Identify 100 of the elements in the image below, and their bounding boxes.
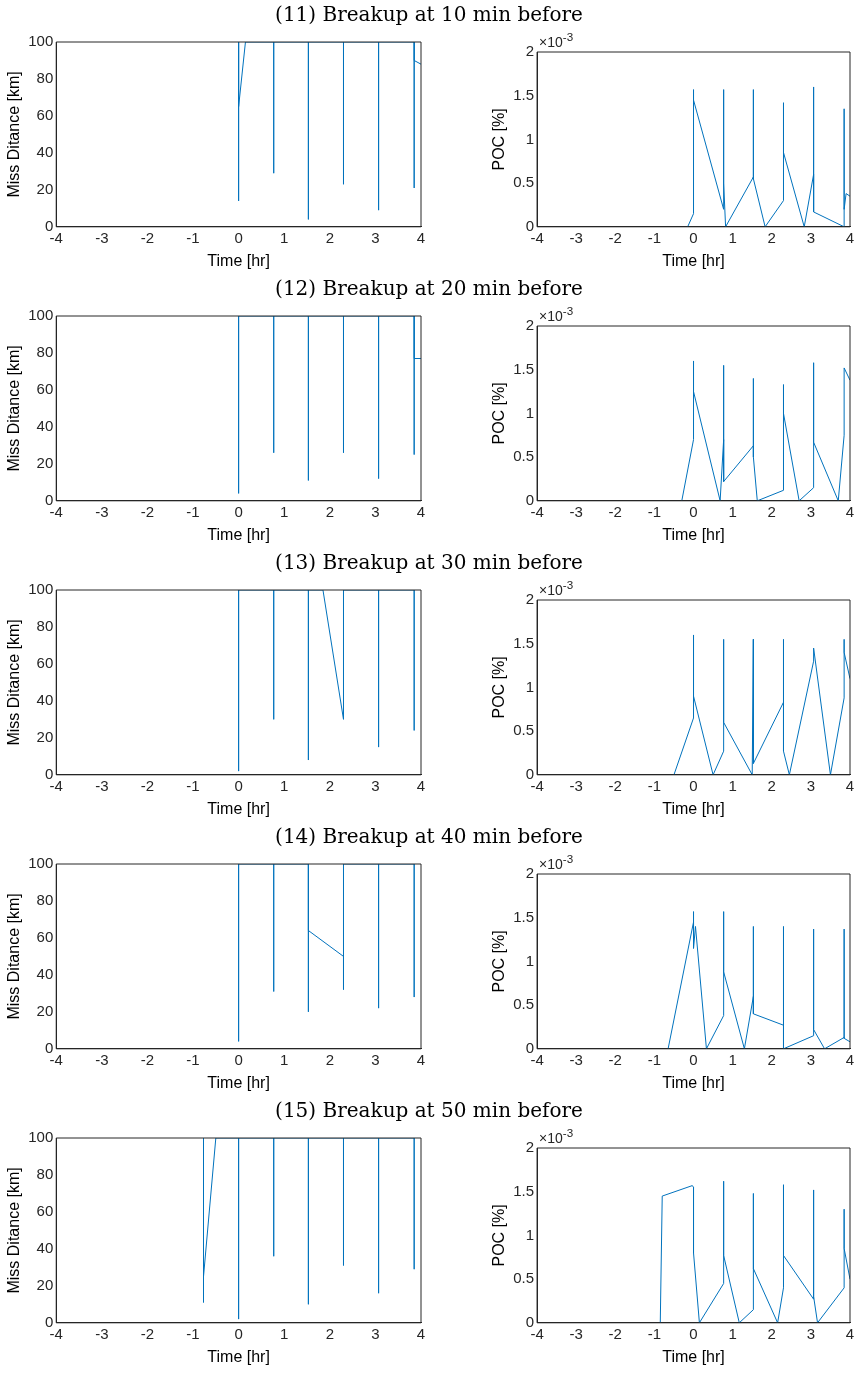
y-tick-label: 0 [44, 216, 54, 234]
x-tick-label: 4 [416, 1324, 426, 1342]
x-tick-label: -1 [186, 502, 200, 520]
x-tick-label: -3 [569, 228, 583, 246]
y-tick-label: 60 [36, 106, 54, 124]
y-tick-label: 20 [36, 1275, 54, 1293]
y-tick-label: 0.5 [513, 721, 535, 739]
x-axis-title: Time [hr] [662, 1347, 725, 1365]
y-tick-label: 60 [36, 654, 54, 672]
x-tick-label: -1 [647, 502, 662, 520]
y-tick-label: 60 [36, 1202, 54, 1220]
x-tick-label: -2 [608, 502, 622, 520]
x-tick-label: 1 [728, 776, 737, 794]
x-tick-label: -3 [569, 502, 583, 520]
y-tick-label: 20 [36, 727, 54, 745]
x-axis-title: Time [hr] [662, 251, 725, 269]
y-tick-label: 100 [28, 854, 54, 872]
y-tick-label: 40 [36, 143, 54, 161]
x-tick-label: 3 [806, 776, 816, 794]
x-tick-label: 0 [234, 1050, 243, 1068]
x-tick-label: -1 [647, 776, 662, 794]
x-tick-label: 3 [371, 1050, 380, 1068]
x-tick-label: 1 [280, 502, 289, 520]
x-tick-label: -2 [608, 776, 622, 794]
x-tick-label: 4 [416, 776, 426, 794]
x-tick-label: -1 [186, 1050, 200, 1068]
y-tick-label: 0 [525, 1312, 535, 1330]
x-tick-label: 0 [234, 228, 243, 246]
y-tick-label: 100 [28, 306, 54, 324]
x-tick-label: 2 [325, 1324, 334, 1342]
x-tick-label: 1 [728, 1324, 737, 1342]
y-axis-title: Miss Ditance [km] [5, 1167, 23, 1294]
x-axis-title: Time [hr] [207, 251, 270, 269]
text: ×10$^{-3}$ [539, 30, 574, 50]
x-tick-label: -1 [186, 776, 200, 794]
x-tick-label: 2 [325, 502, 334, 520]
y-tick-label: 1.5 [513, 633, 535, 651]
x-tick-label: -3 [569, 1050, 583, 1068]
x-tick-label: 3 [371, 776, 380, 794]
chart-title: (14) Breakup at 40 min before [274, 824, 584, 848]
x-tick-label: -2 [140, 502, 155, 520]
x-tick-label: -3 [95, 502, 109, 520]
y-tick-label: 1.5 [513, 359, 535, 377]
x-tick-label: 4 [416, 228, 426, 246]
y-tick-label: 1 [525, 403, 535, 421]
y-tick-label: 80 [36, 69, 54, 87]
text: ×10$^{-3}$ [539, 304, 574, 324]
y-tick-label: 40 [36, 417, 54, 435]
y-tick-label: 60 [36, 380, 54, 398]
x-tick-label: 3 [371, 502, 380, 520]
y-axis-title: Miss Ditance [km] [5, 71, 23, 198]
y-tick-label: 100 [28, 32, 54, 50]
x-axis-title: Time [hr] [662, 525, 725, 543]
x-tick-label: -2 [140, 776, 155, 794]
x-tick-label: 2 [325, 228, 334, 246]
y-axis-title: POC [%] [490, 108, 508, 171]
y-tick-label: 0 [525, 1038, 535, 1056]
x-tick-label: -3 [95, 776, 109, 794]
chart-title: (13) Breakup at 30 min before [274, 550, 584, 574]
x-tick-label: -1 [647, 1324, 662, 1342]
x-tick-label: 2 [767, 228, 776, 246]
x-tick-label: 0 [689, 1050, 698, 1068]
y-tick-label: 0 [44, 1312, 54, 1330]
x-tick-label: -3 [95, 228, 109, 246]
y-tick-label: 1 [525, 1225, 535, 1243]
y-tick-label: 0.5 [513, 995, 535, 1013]
x-tick-label: -2 [608, 1050, 622, 1068]
x-tick-label: 1 [728, 1050, 737, 1068]
y-tick-label: 2 [525, 42, 535, 60]
text: ×10$^{-3}$ [539, 578, 574, 598]
chart-title: (15) Breakup at 50 min before [274, 1098, 584, 1122]
y-tick-label: 60 [36, 928, 54, 946]
x-tick-label: 2 [767, 776, 776, 794]
y-tick-label: 40 [36, 691, 54, 709]
x-tick-label: 0 [689, 776, 698, 794]
x-tick-label: 4 [845, 228, 855, 246]
y-tick-label: 1.5 [513, 907, 535, 925]
y-axis-title: Miss Ditance [km] [5, 345, 23, 472]
y-tick-label: 0.5 [513, 173, 535, 191]
y-tick-label: 0 [525, 216, 535, 234]
x-tick-label: -2 [140, 1050, 155, 1068]
x-axis-title: Time [hr] [662, 1073, 725, 1091]
y-tick-label: 1.5 [513, 85, 535, 103]
x-tick-label: -3 [569, 1324, 583, 1342]
y-tick-label: 40 [36, 1239, 54, 1257]
x-tick-label: 0 [234, 1324, 243, 1342]
x-tick-label: -1 [647, 228, 662, 246]
y-tick-label: 20 [36, 453, 54, 471]
y-tick-label: 100 [28, 1128, 54, 1146]
text: ×10$^{-3}$ [539, 852, 574, 872]
x-tick-label: 3 [806, 1050, 816, 1068]
y-axis-title: POC [%] [490, 1204, 508, 1267]
y-tick-label: 80 [36, 617, 54, 635]
x-tick-label: 1 [280, 228, 289, 246]
x-tick-label: 2 [767, 1324, 776, 1342]
y-tick-label: 2 [525, 316, 535, 334]
x-tick-label: 1 [280, 1050, 289, 1068]
y-axis-title: POC [%] [490, 656, 508, 719]
x-axis-title: Time [hr] [207, 525, 270, 543]
y-tick-label: 2 [525, 590, 535, 608]
